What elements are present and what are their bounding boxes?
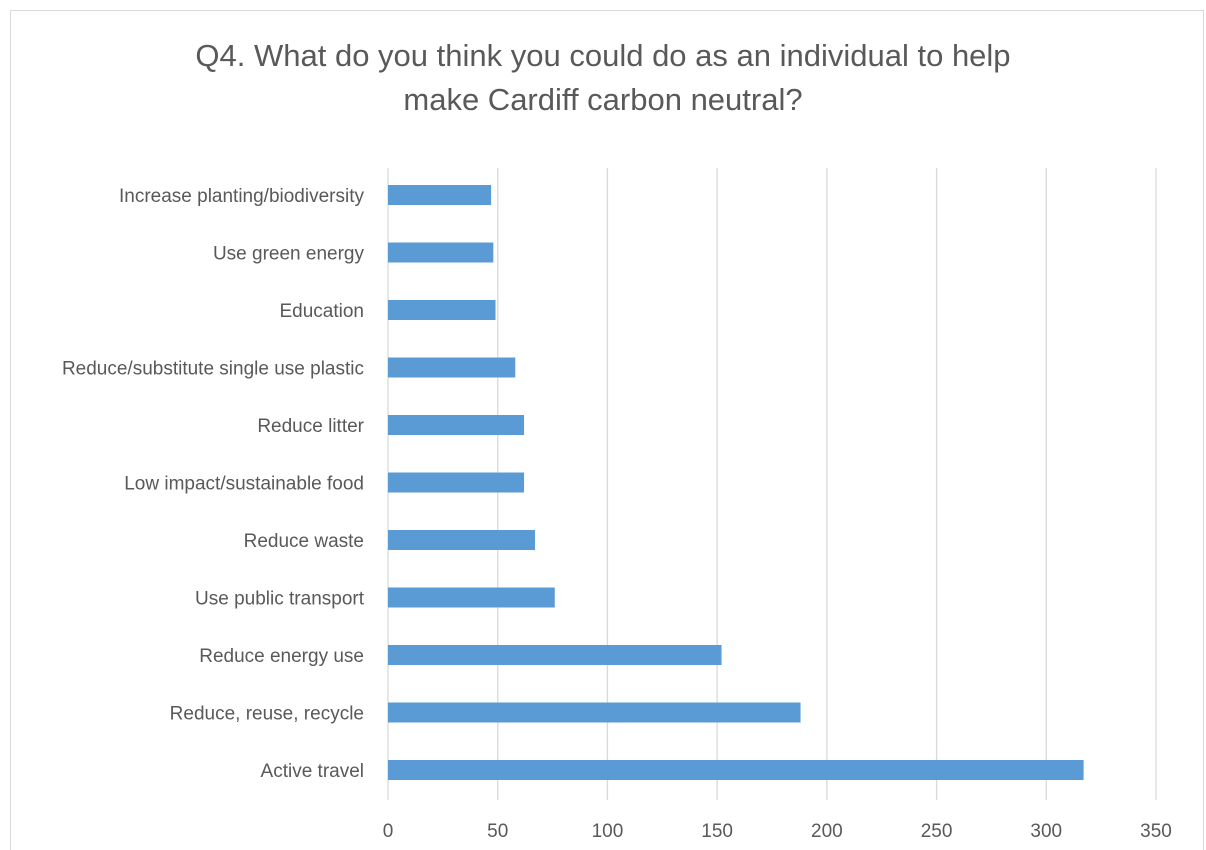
x-tick-label-0: 0 [383,821,394,842]
x-tick-label-250: 250 [921,821,953,842]
category-label-7: Reduce/substitute single use plastic [62,359,364,380]
category-label-8: Education [279,301,364,322]
bar-1 [388,702,801,723]
category-label-0: Active travel [261,761,364,782]
bar-2 [388,645,722,665]
x-tick-label-350: 350 [1140,821,1172,842]
x-tick-label-150: 150 [701,821,733,842]
category-label-2: Reduce energy use [199,646,364,667]
chart-title-line-2: make Cardiff carbon neutral? [403,82,803,117]
chart-title-line-1: Q4. What do you think you could do as an… [195,38,1011,73]
x-tick-label-300: 300 [1030,821,1062,842]
bar-8 [388,300,496,320]
category-label-9: Use green energy [213,244,365,265]
category-label-10: Increase planting/biodiversity [119,186,365,207]
category-label-5: Low impact/sustainable food [124,474,364,495]
x-tick-label-200: 200 [811,821,843,842]
bar-3 [388,587,555,608]
bar-6 [388,415,525,435]
bar-9 [388,242,494,263]
category-label-6: Reduce litter [257,416,364,437]
bar-5 [388,472,525,493]
x-tick-label-100: 100 [592,821,624,842]
category-label-1: Reduce, reuse, recycle [170,704,364,725]
category-label-4: Reduce waste [244,531,364,552]
bar-4 [388,530,536,550]
chart-title: Q4. What do you think you could do as an… [0,34,1206,122]
bar-0 [388,760,1084,780]
bar-7 [388,357,516,378]
category-label-3: Use public transport [195,589,365,610]
bar-10 [388,185,492,205]
x-tick-label-50: 50 [487,821,508,842]
